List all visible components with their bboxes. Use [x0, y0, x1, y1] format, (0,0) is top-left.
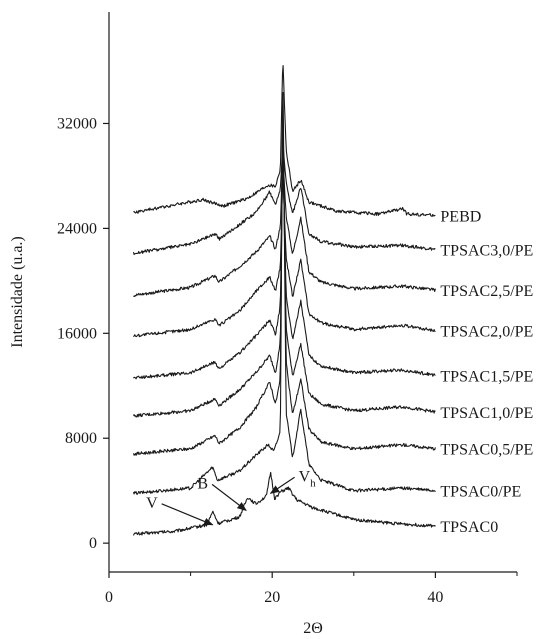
series-label-pebd: PEBD	[440, 208, 481, 225]
y-axis-title: Intensidade (u.a.)	[9, 236, 26, 348]
series-label-tpsac0-5-pe: TPSAC0,5/PE	[440, 442, 533, 459]
plot-area: 0 8000 16000 24000 32000 0 20 40 TPSAC0 TPSAC0/…	[57, 12, 533, 606]
series-label-tpsac2-0-pe: TPSAC2,0/PE	[440, 324, 533, 341]
curve-pebd	[133, 65, 436, 218]
y-ticks: 0 8000 16000 24000 32000	[57, 115, 109, 552]
series-label-tpsac1-0-pe: TPSAC1,0/PE	[440, 405, 533, 422]
series-labels: TPSAC0 TPSAC0/PE TPSAC0,5/PE TPSAC1,0/PE TPS…	[440, 208, 533, 536]
annotation-b: B	[197, 475, 208, 492]
x-tick-label: 40	[427, 589, 443, 606]
series-label-tpsac1-5-pe: TPSAC1,5/PE	[440, 368, 533, 385]
annotation-arrow	[211, 483, 247, 511]
curve-tpsac0	[132, 471, 436, 536]
annotation-v: V	[146, 495, 158, 512]
x-ticks: 0 20 40	[105, 572, 518, 606]
x-tick-label: 0	[105, 589, 113, 606]
y-tick-label: 24000	[57, 220, 97, 237]
curve-tpsac0-pe	[132, 91, 436, 495]
y-tick-label: 16000	[57, 325, 97, 342]
annotation-arrow	[269, 476, 295, 494]
x-axis-title: 2Θ	[303, 620, 323, 637]
curve-tpsac2-5-pe	[133, 160, 436, 298]
curves	[132, 65, 436, 536]
annotation-arrow	[161, 503, 214, 526]
peak-annotations: V B Vh	[146, 468, 317, 526]
y-tick-label: 32000	[57, 115, 97, 132]
y-tick-label: 0	[89, 535, 97, 552]
series-label-tpsac0-pe: TPSAC0/PE	[440, 484, 521, 501]
y-tick-label: 8000	[65, 430, 97, 447]
annotation-vh: Vh	[299, 468, 317, 489]
series-label-tpsac3-0-pe: TPSAC3,0/PE	[440, 242, 533, 259]
series-label-tpsac2-5-pe: TPSAC2,5/PE	[440, 283, 533, 300]
x-tick-label: 20	[264, 589, 280, 606]
series-label-tpsac0: TPSAC0	[440, 519, 498, 536]
curve-tpsac3-0-pe	[132, 145, 436, 256]
curve-tpsac2-0-pe	[133, 181, 436, 338]
